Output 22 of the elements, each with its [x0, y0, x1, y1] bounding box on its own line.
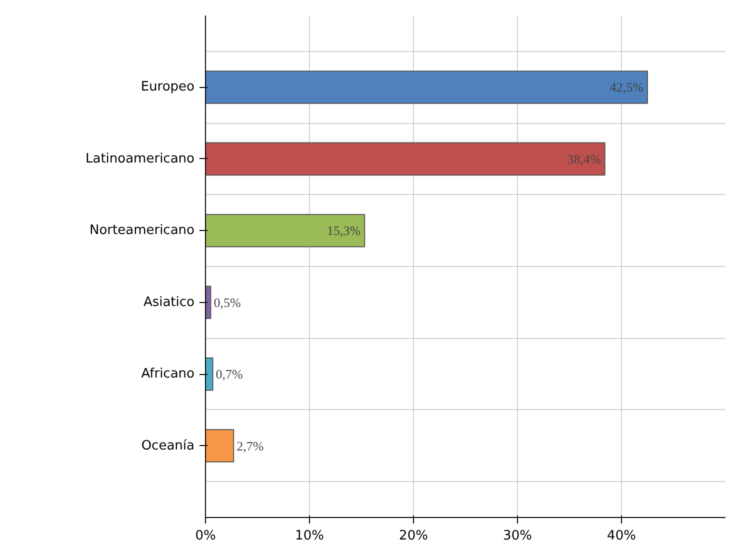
x-tick-label: 30% [503, 528, 532, 544]
x-tick-label: 20% [399, 528, 428, 544]
bar [206, 214, 366, 248]
data-label: 0,7% [216, 366, 244, 382]
data-label: 0,5% [214, 294, 241, 310]
y-tick-label: Asiatico [143, 294, 195, 310]
data-label: 2,7% [236, 438, 264, 454]
y-tick-label: Europeo [140, 80, 195, 95]
y-tick-label: Oceanía [141, 438, 195, 454]
y-tick-label: Norteamericano [89, 223, 195, 238]
bar [206, 357, 214, 391]
x-tick-label: 40% [607, 528, 636, 544]
y-tick-label: Africano [141, 366, 195, 382]
x-tick-label: 0% [195, 528, 216, 544]
bar [206, 142, 606, 176]
bar [206, 429, 234, 462]
data-label: 38,4% [567, 151, 602, 166]
bar [206, 70, 648, 104]
data-label: 42,5% [610, 80, 644, 95]
y-tick-label: Latinoamericano [86, 151, 195, 166]
data-label: 15,3% [327, 223, 361, 238]
x-tick-label: 10% [295, 528, 324, 544]
